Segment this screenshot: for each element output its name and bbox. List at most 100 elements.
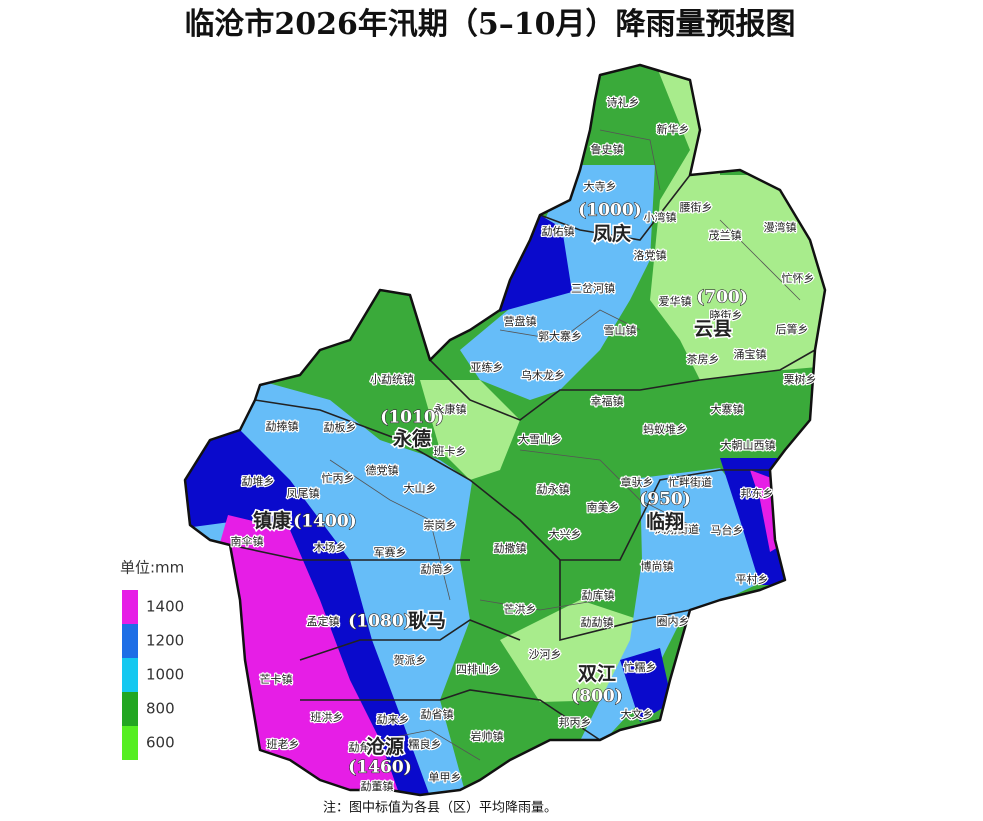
town-label: 南美乡 [587, 501, 620, 514]
legend: 单位:mm 1400 1200 1000 800 600 [120, 559, 184, 760]
town-label: 大山乡 [404, 481, 437, 495]
legend-label: 1000 [146, 666, 184, 684]
county-rainfall: (1000) [578, 201, 641, 221]
town-label: 糯良乡 [409, 737, 442, 751]
town-label: 涌宝镇 [734, 347, 767, 361]
town-label: 孟定镇 [307, 614, 340, 628]
county-name: 临翔 [646, 510, 684, 533]
town-label: 勐佑镇 [542, 224, 575, 238]
county-rainfall: (1010) [380, 408, 443, 428]
county-rainfall: (800) [571, 687, 623, 707]
town-label: 洛党镇 [634, 248, 667, 262]
town-label: 幸福镇 [591, 394, 624, 408]
town-label: 诗礼乡 [607, 95, 640, 109]
town-label: 小勐统镇 [370, 372, 414, 386]
town-label: 德党镇 [366, 463, 399, 477]
town-label: 军赛乡 [374, 545, 407, 559]
town-label: 茂兰镇 [709, 228, 742, 242]
town-label: 茶房乡 [687, 353, 720, 366]
town-label: 忙畔街道 [668, 475, 712, 489]
county-name: 镇康 [253, 509, 292, 532]
county-rainfall: (1080) [348, 612, 411, 632]
county-name: 云县 [694, 318, 732, 340]
legend-label: 1400 [146, 598, 184, 616]
town-label: 大兴乡 [549, 527, 582, 541]
town-label: 后箐乡 [776, 323, 809, 336]
county-rainfall: (950) [639, 490, 691, 510]
legend-label: 800 [146, 700, 175, 718]
town-label: 忙丙乡 [322, 471, 355, 485]
town-label: 勐董镇 [361, 779, 394, 793]
town-label: 芒卡镇 [260, 672, 293, 686]
town-label: 晓街乡 [710, 308, 743, 322]
town-label: 大雪山乡 [518, 432, 562, 446]
town-label: 大寨镇 [711, 402, 744, 416]
rainfall-zones [185, 65, 825, 795]
town-label: 凤尾镇 [287, 486, 320, 500]
county-name: 永德 [392, 427, 431, 450]
county-rainfall: (1400) [293, 512, 356, 532]
town-label: 蚂蚁堆乡 [643, 423, 687, 436]
town-label: 忙怀乡 [782, 271, 815, 285]
town-label: 勐来乡 [377, 713, 410, 726]
town-label: 崇岗乡 [424, 519, 457, 532]
town-label: 雪山镇 [604, 323, 637, 337]
legend-swatch [122, 658, 138, 692]
legend-swatch [122, 590, 138, 624]
town-label: 马台乡 [711, 523, 744, 537]
town-label: 永康镇 [434, 402, 467, 416]
town-label: 四排山乡 [456, 662, 500, 676]
county-labels: 凤庆(1000) 云县 (700) 永德(1010) 镇康 (1400) 耿马(1080) 临… [251, 200, 748, 778]
town-label: 勐角乡 [349, 741, 382, 754]
town-label: 亚练乡 [471, 360, 504, 374]
legend-label: 1200 [146, 632, 184, 650]
legend-swatch [122, 624, 138, 658]
town-label: 郭大寨乡 [538, 329, 582, 343]
town-label: 三岔河镇 [571, 281, 615, 295]
town-label: 勐撒镇 [494, 541, 527, 555]
town-label: 勐库镇 [582, 588, 615, 602]
legend-label: 600 [146, 734, 175, 752]
county-rainfall: (700) [696, 288, 748, 308]
town-label: 勐勐镇 [581, 615, 614, 629]
town-label: 邦东乡 [741, 487, 774, 500]
town-label: 鲁史镇 [591, 142, 624, 156]
town-label: 勐堆乡 [242, 475, 275, 488]
town-label: 平村乡 [736, 572, 769, 586]
county-name: 凤庆 [593, 222, 631, 245]
town-label: 凤翔街道 [655, 522, 699, 536]
town-label: 大寺乡 [584, 179, 617, 193]
town-label: 勐永镇 [537, 482, 570, 496]
town-label: 沙河乡 [529, 648, 562, 661]
county-name: 耿马 [408, 610, 446, 632]
town-label: 班洪乡 [311, 710, 344, 724]
town-label: 乌木龙乡 [521, 368, 565, 382]
town-label: 单甲乡 [429, 771, 462, 784]
town-label: 博尚镇 [641, 559, 674, 573]
town-label: 章驮乡 [621, 475, 654, 489]
town-label: 漫湾镇 [764, 220, 797, 234]
town-label: 忙糯乡 [624, 660, 657, 674]
town-label: 栗树乡 [784, 372, 817, 386]
boundaries [183, 63, 827, 797]
town-label: 爱华镇 [659, 294, 692, 308]
map-title: 临沧市2026年汛期（5–10月）降雨量预报图 [184, 7, 795, 42]
town-label: 班卡乡 [434, 445, 467, 458]
town-label: 木场乡 [314, 540, 347, 554]
town-label: 圈内乡 [657, 614, 690, 628]
town-label: 勐省镇 [421, 707, 454, 721]
town-label: 岩帅镇 [471, 729, 504, 743]
county-name: 沧源 [366, 735, 404, 758]
town-label: 小湾镇 [644, 210, 677, 224]
town-label: 贺派乡 [394, 654, 427, 667]
town-label: 芒洪乡 [504, 602, 537, 616]
footnote: 注：图中标值为各县（区）平均降雨量。 [323, 800, 557, 816]
town-label: 大朝山西镇 [721, 438, 776, 452]
town-label: 大文乡 [621, 707, 654, 721]
town-label: 腰街乡 [680, 200, 713, 214]
legend-swatch [122, 726, 138, 760]
town-label: 邦丙乡 [559, 716, 592, 729]
town-label: 南伞镇 [231, 534, 264, 548]
